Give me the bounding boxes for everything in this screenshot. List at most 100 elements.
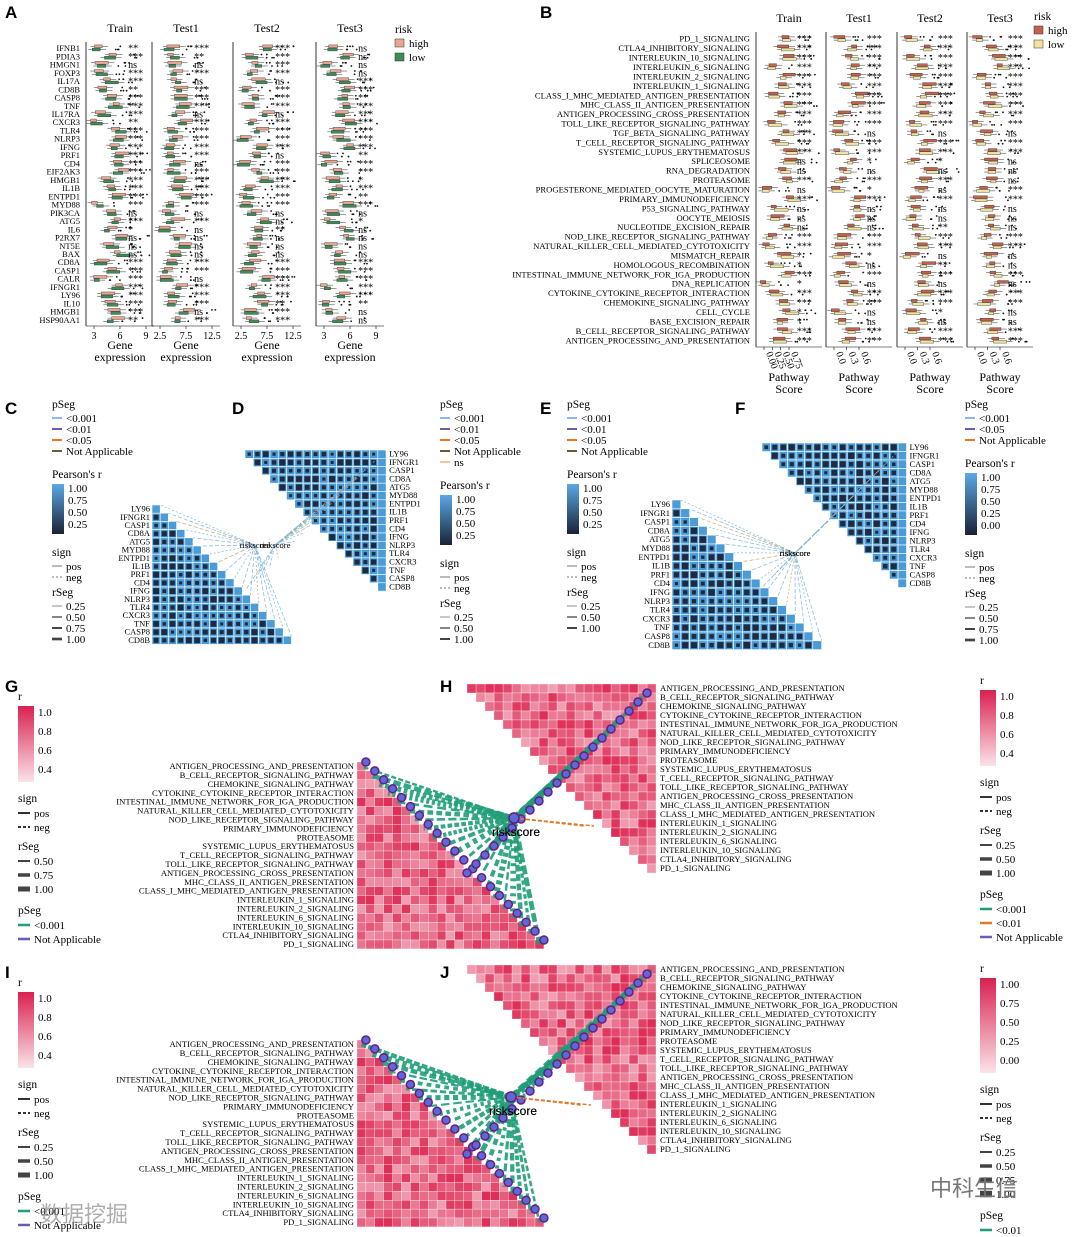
heat-cell xyxy=(365,1102,375,1112)
corr-mark xyxy=(330,485,334,490)
corr-mark xyxy=(673,510,680,517)
significance-label: ** xyxy=(275,225,285,236)
corr-mark xyxy=(798,462,803,467)
corr-mark xyxy=(153,637,159,643)
heat-cell xyxy=(383,1200,393,1210)
heat-cell xyxy=(436,850,447,861)
significance-label: *** xyxy=(275,291,290,302)
box-low xyxy=(906,311,921,316)
corr-mark xyxy=(211,605,216,610)
heat-cell xyxy=(392,1191,402,1201)
pathway-label: HOMOLOGOUS_RECOMBINATION xyxy=(613,260,750,270)
heat-cell xyxy=(401,895,411,905)
significance-label: *** xyxy=(194,167,209,178)
legend-entry: Not Applicable xyxy=(454,446,521,458)
corr-mark xyxy=(153,547,159,553)
x-tick-label: 0.6 xyxy=(999,350,1014,366)
x-tick-label: 6 xyxy=(348,331,353,342)
outlier-point xyxy=(344,312,347,314)
corr-mark xyxy=(708,606,715,614)
box-low xyxy=(916,104,927,108)
heat-cell xyxy=(445,1191,456,1201)
heat-cell xyxy=(502,719,513,730)
corr-mark xyxy=(346,551,352,557)
corr-mark xyxy=(789,453,795,459)
corr-mark xyxy=(674,634,679,639)
corr-mark xyxy=(203,614,207,618)
corr-mark xyxy=(186,571,192,578)
box-high xyxy=(988,214,996,218)
corr-mark xyxy=(363,485,368,490)
box-low xyxy=(983,132,992,136)
box-high xyxy=(262,44,273,48)
corr-mark xyxy=(875,479,879,483)
outlier-point xyxy=(204,160,207,163)
outlier-point xyxy=(274,168,277,171)
corr-mark xyxy=(726,589,732,595)
heat-cell xyxy=(556,737,567,748)
variable-node xyxy=(471,859,481,869)
outlier-point xyxy=(784,190,787,192)
corr-mark xyxy=(322,477,326,481)
corr-mark xyxy=(195,572,200,577)
corr-mark xyxy=(371,576,377,582)
corr-mark xyxy=(211,572,216,577)
corr-mark xyxy=(856,503,863,510)
heat-cell xyxy=(454,930,464,941)
corr-mark xyxy=(892,479,896,483)
corr-mark xyxy=(227,629,233,635)
significance-label: *** xyxy=(358,142,373,153)
box-low xyxy=(340,56,350,60)
corr-mark xyxy=(823,504,829,510)
legend-entry: neg xyxy=(581,572,597,584)
box-low xyxy=(974,198,988,202)
box-high xyxy=(168,201,174,205)
outlier-point xyxy=(861,139,863,142)
outlier-point xyxy=(883,101,885,104)
box-low xyxy=(990,226,1001,231)
heat-cell xyxy=(619,1009,630,1020)
significance-label: *** xyxy=(275,85,290,96)
outlier-point xyxy=(927,161,929,164)
box-low xyxy=(837,236,847,240)
box-high xyxy=(847,223,855,227)
outlier-point xyxy=(200,81,203,84)
corr-mark xyxy=(726,581,732,587)
significance-label: ns xyxy=(358,208,367,219)
heat-cell xyxy=(601,991,612,1002)
box-high xyxy=(917,63,928,67)
box-low xyxy=(177,122,187,126)
center-node xyxy=(508,812,520,824)
variable-node xyxy=(534,796,544,806)
box-high xyxy=(251,61,259,65)
corr-mark xyxy=(796,633,803,640)
corr-mark xyxy=(179,581,183,585)
legend-title: Pearson's r xyxy=(965,458,1015,470)
heat-cell xyxy=(454,913,464,923)
facet-title: Train xyxy=(107,21,133,35)
outlier-point xyxy=(993,39,995,42)
outlier-point xyxy=(193,56,196,59)
corr-mark xyxy=(805,478,812,485)
corr-mark xyxy=(330,460,334,464)
significance-label: *** xyxy=(358,118,373,129)
heat-cell xyxy=(365,868,375,878)
pathway-label: NUCLEOTIDE_EXCISION_REPAIR xyxy=(617,222,750,232)
corr-mark xyxy=(674,598,679,604)
heat-cell xyxy=(583,982,594,993)
corr-mark xyxy=(674,607,679,613)
box-low xyxy=(761,283,770,287)
heat-cell xyxy=(517,939,527,950)
box-low xyxy=(100,294,113,299)
outlier-point xyxy=(357,160,359,163)
heat-cell xyxy=(401,1182,411,1192)
outlier-point xyxy=(131,196,134,199)
significance-label: ns xyxy=(194,60,203,71)
outlier-point xyxy=(349,185,352,188)
outlier-point xyxy=(193,130,196,133)
outlier-point xyxy=(190,295,193,298)
box-high xyxy=(921,270,931,275)
outlier-point xyxy=(280,229,283,232)
outlier-point xyxy=(148,254,151,257)
box-high xyxy=(976,73,987,77)
